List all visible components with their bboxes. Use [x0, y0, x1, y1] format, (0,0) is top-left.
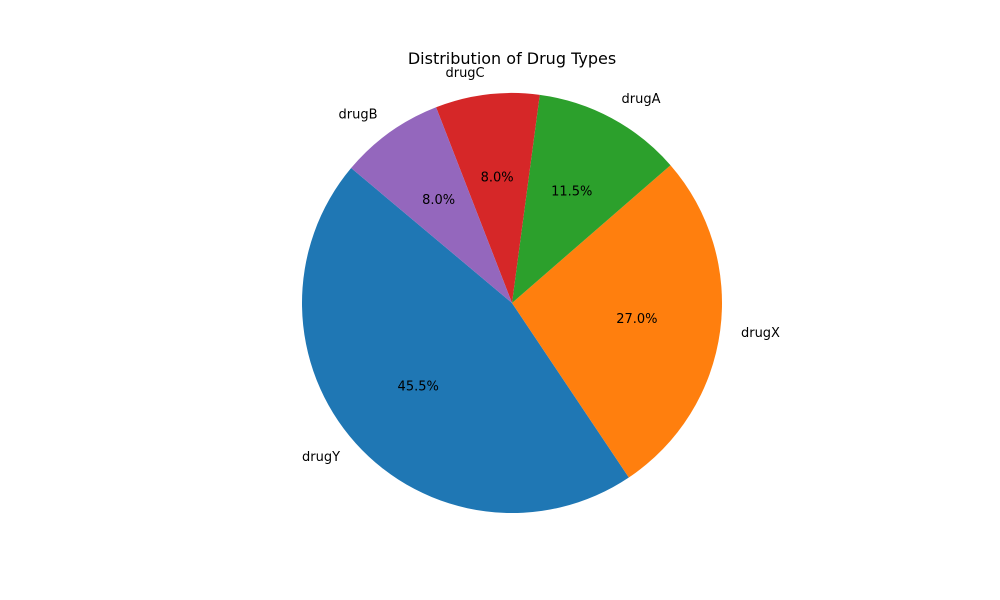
slice-label-drugX: drugX — [741, 326, 780, 341]
pie-slice-drugC — [436, 93, 540, 303]
pie-labels: 45.5% drugY 27.0% drugX 11.5% drugA 8.0% drugC 8… — [302, 66, 780, 465]
pct-label-drugC: 8.0% — [481, 170, 514, 185]
slice-label-drugB: drugB — [339, 108, 378, 123]
slice-label-drugA: drugA — [622, 92, 661, 107]
pie-slices — [302, 93, 723, 514]
pie-slice-drugB — [351, 107, 512, 303]
pie-slice-drugY — [302, 168, 629, 514]
pct-label-drugA: 11.5% — [551, 185, 592, 200]
pct-label-drugB: 8.0% — [422, 193, 455, 208]
slice-label-drugC: drugC — [445, 66, 484, 81]
chart-title: Distribution of Drug Types — [408, 49, 616, 68]
pie-slice-drugX — [512, 165, 723, 478]
pct-label-drugY: 45.5% — [398, 380, 439, 395]
slice-label-drugY: drugY — [302, 450, 340, 465]
pie-slice-drugA — [512, 94, 671, 304]
pct-label-drugX: 27.0% — [616, 312, 657, 327]
